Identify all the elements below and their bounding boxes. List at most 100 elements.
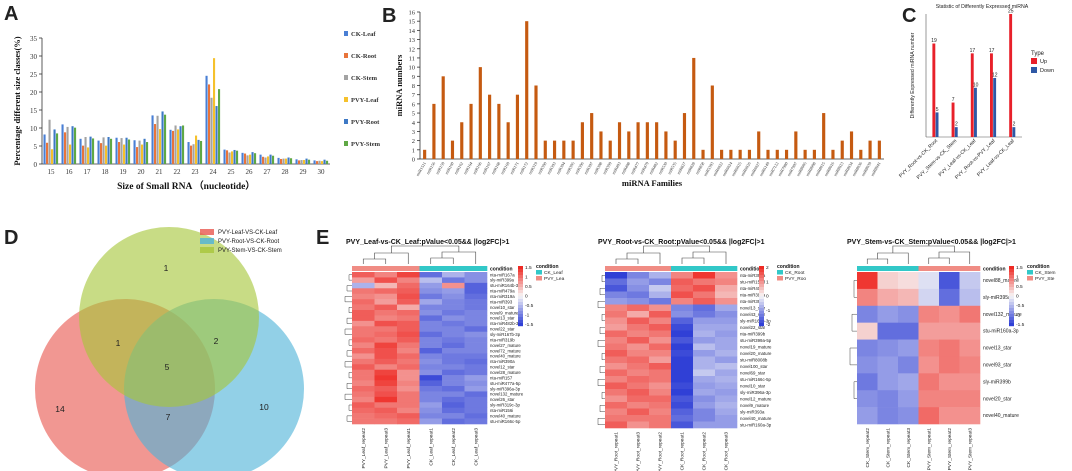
condition-row-label: condition [490, 267, 513, 273]
dendrogram-link [851, 313, 857, 332]
heatmap-cell-1-0 [857, 288, 878, 307]
dendrogram-link [391, 245, 460, 253]
heatmap-cell-16-2 [397, 358, 420, 365]
condition-legend-label: PVY_Roo [785, 276, 806, 282]
dendrogram-link [601, 392, 605, 399]
heatmap-cell-21-2 [397, 386, 420, 392]
color-scale-step [1009, 272, 1014, 276]
heatmap-cell-19-5 [715, 395, 738, 403]
size-bar-24-CK-Stem [210, 97, 213, 164]
size-bar-30-CK-Root [316, 161, 319, 164]
x-tick-label: 28 [282, 168, 290, 176]
color-scale-step [759, 311, 764, 315]
row-label-23: stu-miR160a-3p [740, 422, 772, 427]
heatmap-cell-17-1 [627, 382, 650, 390]
size-bar-27-PVY-Leaf [267, 156, 270, 164]
x-tick-label: miR156 [425, 161, 436, 175]
family-bar-miR479 [645, 122, 649, 159]
column-label-0: PVY_Leaf_repeat2 [361, 428, 367, 469]
heatmap-cell-11-0 [605, 343, 628, 351]
size-bar-29-PVY-Root [305, 158, 308, 164]
family-bar-miR535 [673, 140, 677, 159]
heatmap-cell-2-3 [419, 282, 443, 289]
dendrogram-link [348, 307, 352, 313]
heatmap-cell-4-4 [939, 339, 960, 357]
x-tick-label: 17 [84, 168, 92, 176]
heatmap-cell-2-2 [649, 285, 672, 292]
y-tick-label: 2 [412, 138, 415, 145]
heatmap-cell-14-2 [649, 363, 672, 370]
heatmap-cell-1-0 [605, 278, 628, 286]
heatmap-cell-4-2 [397, 293, 420, 300]
heatmap-cell-10-5 [464, 326, 488, 333]
x-tick-label: 30 [318, 168, 326, 176]
family-bar-miR159 [441, 76, 445, 159]
heatmap-cell-12-0 [352, 337, 375, 343]
heatmap-cell-15-1 [374, 353, 398, 360]
family-bar-miR395 [571, 140, 575, 159]
condition-cell-2 [397, 266, 420, 271]
heatmap-title: PVY_Leaf-vs-CK_Leaf:pValue<0.05&& |log2F… [346, 239, 510, 246]
heatmap-title: PVY_Root-vs-CK_Root:pValue<0.05&& |log2F… [598, 239, 765, 246]
heatmap-cell-1-2 [649, 278, 672, 286]
family-bar-miR319 [534, 85, 538, 159]
heatmap-cell-24-2 [397, 402, 420, 409]
row-dendrogram [849, 280, 857, 399]
de-value-label: 7 [952, 97, 955, 103]
size-bar-27-PVY-Stem [272, 155, 275, 164]
heatmap-cell-12-4 [693, 350, 716, 357]
size-bar-21-CK-Leaf [151, 115, 154, 164]
color-scale-tick: 1 [1016, 275, 1019, 281]
y-axis-title: Percentage different size classes(%) [12, 36, 22, 165]
row-label-5: novel93_star [983, 362, 1012, 368]
size-bar-18-PVY-Stem [110, 138, 113, 164]
x-tick-label: miR858 [694, 161, 705, 175]
heatmap-cell-2-0 [605, 285, 628, 292]
family-bar-miR482 [655, 122, 659, 159]
y-tick-label: 35 [30, 35, 38, 43]
de-bar-Down-1 [954, 127, 958, 137]
heatmap-cell-10-5 [715, 337, 738, 344]
size-bar-19-PVY-Root [125, 137, 128, 164]
heatmap-cell-7-1 [627, 317, 650, 325]
heatmap-cell-2-5 [464, 282, 488, 289]
condition-cell-3 [671, 266, 694, 271]
column-label-1: PVY_Leaf_repeat3 [383, 428, 389, 469]
row-label-26: novel40_mature [490, 413, 521, 418]
condition-cell-3 [918, 266, 940, 271]
size-bar-21-PVY-Leaf [159, 129, 162, 164]
condition-row-label: condition [740, 267, 763, 273]
family-bar-miR8016 [831, 149, 835, 159]
heatmap-cell-4-0 [352, 293, 375, 300]
heatmap-cell-9-3 [671, 330, 694, 338]
heatmap-cell-23-4 [442, 396, 465, 403]
heatmap-cell-3-2 [397, 288, 420, 295]
legend-swatch-CK-Leaf [344, 31, 348, 36]
family-bar-miR408 [627, 131, 631, 159]
heatmap-cell-14-3 [419, 348, 443, 354]
row-label-3: nta-miR479a [490, 289, 515, 294]
heatmap-cell-0-2 [898, 272, 919, 290]
column-label-2: CK_Stem_repeat3 [906, 428, 912, 468]
dendrogram-link [362, 258, 387, 264]
panel-a-size-distribution-chart: 0 5 10 15 20 25 30 35 15 16 17 18 19 20 21 22 23 24 25 26 27… [12, 31, 381, 192]
dendrogram-link [348, 339, 352, 346]
heatmap-cell-12-5 [715, 350, 738, 357]
y-tick-label: 12 [409, 46, 416, 53]
heatmap-cell-9-5 [715, 330, 738, 338]
heatmap-cell-1-2 [397, 277, 420, 284]
heatmap-cell-17-0 [605, 382, 628, 390]
heatmap-cell-0-1 [877, 272, 899, 290]
heatmap-cell-14-1 [627, 363, 650, 370]
heatmap-cell-20-4 [693, 402, 716, 409]
heatmap-cell-12-5 [464, 337, 488, 343]
heatmap-cell-2-5 [715, 285, 738, 292]
heatmap-cell-2-1 [627, 285, 650, 292]
venn-count-leaf_root: 7 [166, 412, 171, 422]
condition-cell-1 [374, 266, 398, 271]
row-label-2: stu-miR164b-3p [490, 283, 521, 288]
y-tick-label: 6 [412, 101, 416, 108]
heatmap-cell-22-2 [397, 391, 420, 398]
condition-row-label: condition [983, 267, 1006, 273]
row-label-17: novel12_star [490, 365, 515, 370]
